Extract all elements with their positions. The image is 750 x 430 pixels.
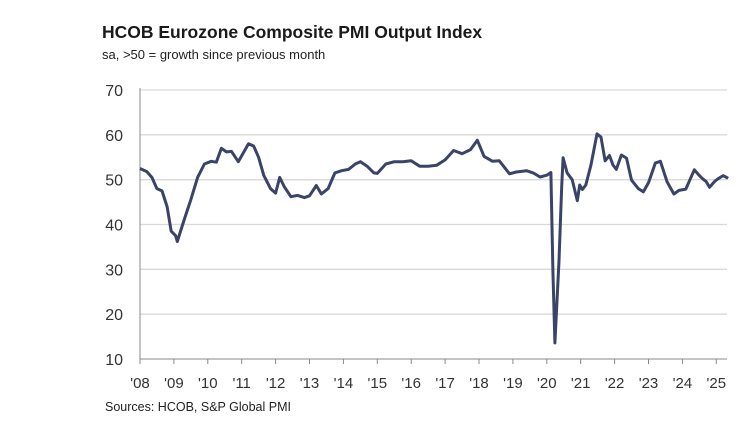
x-tick-label: '18 [469, 375, 489, 392]
x-tick-label: '10 [198, 375, 218, 392]
y-tick-label: 60 [105, 128, 123, 145]
x-tick-label: '12 [266, 375, 286, 392]
y-tick-label: 70 [105, 83, 123, 100]
x-tick-label: '21 [571, 375, 591, 392]
y-tick-label: 50 [105, 173, 123, 190]
chart-title: HCOB Eurozone Composite PMI Output Index [102, 22, 483, 42]
x-tick-label: '20 [537, 375, 557, 392]
x-tick-label: '16 [401, 375, 421, 392]
pmi-series-line [139, 132, 729, 345]
x-tick-label: '22 [605, 375, 625, 392]
source-note: Sources: HCOB, S&P Global PMI [105, 400, 291, 414]
x-tick-label: '11 [232, 375, 250, 392]
x-tick-label: '25 [707, 375, 727, 392]
x-tick-label: '09 [164, 375, 184, 392]
x-tick-label: '17 [435, 375, 455, 392]
x-tick-label: '13 [300, 375, 320, 392]
x-tick-label: '23 [639, 375, 659, 392]
y-tick-label: 40 [105, 218, 123, 235]
chart-subtitle: sa, >50 = growth since previous month [102, 47, 326, 62]
x-tick-label: '24 [673, 375, 693, 392]
x-tick-label: '19 [503, 375, 523, 392]
y-tick-label: 20 [105, 307, 123, 324]
x-tick-label: '15 [368, 375, 388, 392]
x-tick-label: '08 [130, 375, 150, 392]
y-tick-label: 30 [105, 262, 123, 279]
y-tick-label: 10 [105, 352, 123, 369]
x-tick-label: '14 [334, 375, 354, 392]
